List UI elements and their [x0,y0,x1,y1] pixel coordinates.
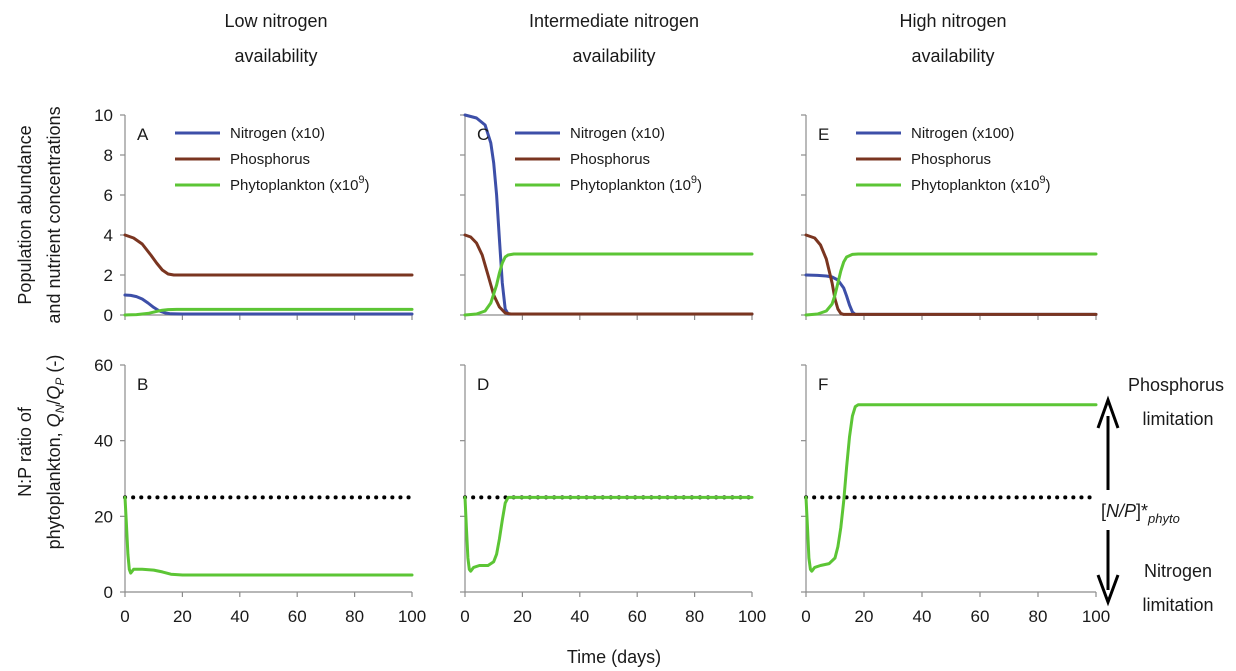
legend-label-nitrogen: Nitrogen (x10) [230,125,325,142]
panel-f: 0 20 40 60 80 100 F [801,364,1110,626]
phytoplankton-line [804,403,1098,573]
x-tick-label: 20 [173,607,192,626]
down-arrow-icon [1096,574,1120,607]
x-tick-label: 40 [230,607,249,626]
threshold-label-pre: [ [1101,501,1106,521]
nitrogen-line [463,113,754,316]
limitation-annotation: Phosphorus limitation [N/P]*phyto Nitrog… [1096,375,1224,615]
panel-letter: A [137,125,149,144]
y-tick-label: 0 [104,583,113,602]
panel-a: 0 2 4 6 8 10 A Nitrogen (x10) Phosphorus Phytopla… [94,106,414,325]
legend-label-phytoplankton: Phytoplankton (109) [570,174,702,194]
panel-d: 0 20 40 60 80 100 D [460,364,766,626]
y-label-bottom-q2: Q [44,386,64,400]
phosphorus-line [123,233,414,277]
x-tick-label: 40 [570,607,589,626]
y-tick-label: 6 [104,186,113,205]
x-tick-label: 20 [513,607,532,626]
legend-label-phosphorus: Phosphorus [911,151,991,168]
y-label-bottom-n: N [53,404,67,413]
panel-e: E Nitrogen (x100) Phosphorus Phytoplankton … [801,114,1098,320]
panels: 0 2 4 6 8 10 A Nitrogen (x10) Phosphorus Phytopla… [94,106,1110,626]
nitrogen-line [123,293,414,316]
y-tick-label: 60 [94,356,113,375]
panel-letter: E [818,125,829,144]
phytoplankton-line [123,495,414,577]
panel-c: C Nitrogen (x10) Phosphorus Phytoplankton (… [460,113,754,320]
x-tick-label: 60 [628,607,647,626]
y-label-bottom-prefix: phytoplankton, [44,427,64,549]
x-tick-label: 0 [460,607,469,626]
x-tick-label: 100 [1082,607,1110,626]
x-tick-label: 100 [398,607,426,626]
y-label-bottom-q: Q [44,413,64,427]
column-title-intermediate-line2: availability [572,46,655,66]
x-tick-label: 60 [288,607,307,626]
x-tick-label: 0 [120,607,129,626]
column-title-high: High nitrogen availability [899,11,1006,66]
column-title-high-line2: availability [911,46,994,66]
legend: Nitrogen (x10) Phosphorus Phytoplankton (1… [515,125,702,194]
phosphorus-line [463,233,754,316]
column-title-low-line1: Low nitrogen [224,11,327,31]
y-label-bottom-slash: / [44,400,64,405]
legend-label-phytoplankton: Phytoplankton (x109) [230,174,370,194]
x-tick-label: 0 [801,607,810,626]
nitrogen-limitation-line1: Nitrogen [1144,561,1212,581]
phosphorus-limitation-line2: limitation [1142,409,1213,429]
panel-letter: C [477,125,489,144]
y-tick-label: 8 [104,146,113,165]
phytoplankton-line [463,252,754,317]
y-axis-label-top-line1: Population abundance [15,125,35,304]
y-tick-label: 2 [104,266,113,285]
x-axis-label: Time (days) [567,647,661,667]
x-tick-label: 80 [685,607,704,626]
panel-b: 0 20 40 60 80 100 0 20 40 60 B [94,356,426,626]
legend-label-nitrogen: Nitrogen (x10) [570,125,665,142]
column-title-intermediate: Intermediate nitrogen availability [529,11,699,66]
threshold-label: [N/P]*phyto [1101,501,1180,526]
legend: Nitrogen (x10) Phosphorus Phytoplankton (x… [175,125,370,194]
panel-letter: B [137,375,148,394]
x-tick-label: 100 [738,607,766,626]
y-label-bottom-suffix: (-) [44,355,64,378]
y-axis-label-top-line2: and nutrient concentrations [44,106,64,323]
y-tick-label: 4 [104,226,113,245]
column-title-high-line1: High nitrogen [899,11,1006,31]
y-tick-label: 10 [94,106,113,125]
nitrogen-line [804,273,1098,316]
legend-label-phosphorus: Phosphorus [230,151,310,168]
x-tick-label: 60 [971,607,990,626]
nitrogen-limitation-line2: limitation [1142,595,1213,615]
y-axis-label-bottom-line1: N:P ratio of [15,406,35,497]
column-title-low: Low nitrogen availability [224,11,327,66]
threshold-label-sub: phyto [1147,511,1180,526]
legend-label-phosphorus: Phosphorus [570,151,650,168]
phytoplankton-line [463,495,754,573]
phytoplankton-line [804,252,1098,317]
column-title-intermediate-line1: Intermediate nitrogen [529,11,699,31]
y-tick-label: 0 [104,306,113,325]
phytoplankton-line [123,307,414,317]
phosphorus-line [804,233,1098,316]
y-axis-label-bottom-line2: phytoplankton, QN/QP (-) [44,355,67,550]
y-tick-label: 40 [94,432,113,451]
panel-letter: D [477,375,489,394]
legend: Nitrogen (x100) Phosphorus Phytoplankton (… [856,125,1051,194]
panel-letter: F [818,375,828,394]
up-arrow-icon [1096,395,1120,429]
threshold-label-post: ]* [1136,501,1148,521]
threshold-label-np: N/P [1106,501,1136,521]
y-label-bottom-p: P [53,378,67,386]
legend-label-nitrogen: Nitrogen (x100) [911,125,1014,142]
legend-label-phytoplankton: Phytoplankton (x109) [911,174,1051,194]
x-tick-label: 80 [345,607,364,626]
x-tick-label: 20 [855,607,874,626]
phosphorus-limitation-line1: Phosphorus [1128,375,1224,395]
column-title-low-line2: availability [234,46,317,66]
x-tick-label: 40 [913,607,932,626]
y-tick-label: 20 [94,507,113,526]
x-tick-label: 80 [1029,607,1048,626]
